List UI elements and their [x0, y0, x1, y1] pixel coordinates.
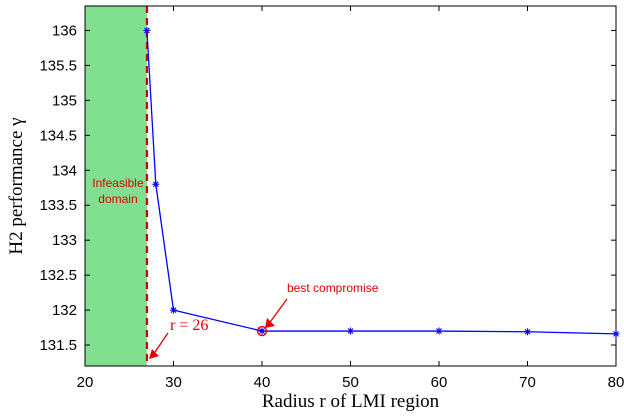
r-label: r = 26 — [170, 317, 208, 334]
x-axis-label: Radius r of LMI region — [262, 391, 440, 412]
plot-frame — [84, 5, 617, 367]
series-line — [146, 30, 617, 335]
y-tick-label: 132.5 — [39, 267, 77, 284]
y-tick-label: 132 — [52, 302, 77, 319]
infeasible-label-line1: Infeasible — [92, 176, 144, 190]
best-compromise-marker — [256, 325, 268, 337]
x-tick-label: 80 — [608, 374, 624, 391]
x-tick-label: 40 — [254, 374, 271, 391]
best-compromise-arrow — [267, 298, 288, 326]
x-ticks: 20 30 40 50 60 70 80 — [77, 6, 624, 391]
x-tick-label: 70 — [519, 374, 536, 391]
y-tick-label: 134.5 — [39, 127, 77, 144]
data-point — [258, 327, 266, 335]
best-compromise-label: best compromise — [287, 281, 379, 295]
data-point — [435, 327, 443, 335]
x-tick-label: 60 — [431, 374, 448, 391]
series-group — [143, 26, 620, 338]
x-tick-label: 20 — [77, 374, 94, 391]
y-tick-label: 136 — [52, 22, 77, 39]
data-point — [347, 327, 354, 335]
y-tick-label: 134 — [52, 162, 77, 179]
y-ticks: 131.5 132 132.5 133 133.5 134 134.5 135 135.5 136 — [39, 22, 616, 354]
best-compromise-arrowhead — [265, 318, 275, 329]
x-tick-label: 50 — [342, 374, 359, 391]
data-point — [152, 180, 160, 188]
infeasible-label-line2: domain — [98, 192, 137, 206]
data-point — [612, 330, 620, 338]
r-label-arrow — [152, 332, 169, 356]
x-tick-label: 30 — [165, 374, 182, 391]
y-axis-label: H2 performance γ — [6, 117, 27, 254]
r-label-arrowhead — [148, 349, 159, 359]
y-tick-label: 131.5 — [39, 337, 77, 354]
y-tick-label: 135.5 — [39, 57, 77, 74]
y-tick-label: 135 — [52, 92, 77, 109]
y-tick-label: 133.5 — [39, 197, 77, 214]
data-point — [143, 26, 151, 34]
data-point — [524, 328, 531, 336]
infeasible-region — [85, 6, 147, 366]
y-tick-label: 133 — [52, 232, 77, 249]
data-point — [170, 306, 177, 314]
